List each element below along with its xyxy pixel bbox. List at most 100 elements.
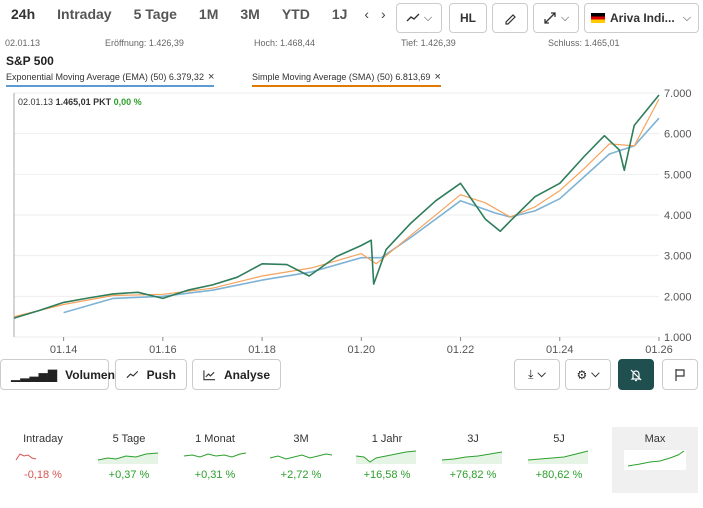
perf-label: 1 Monat [195, 433, 235, 445]
y-tick-label: 2.000 [664, 291, 692, 303]
bell-off-icon [630, 369, 642, 381]
hover-date: 02.01.13 [18, 97, 54, 107]
hover-label: 02.01.13 1.465,01 PKT 0,00 % [18, 97, 142, 107]
perf-sparkline [183, 452, 247, 458]
sma-series-line [13, 98, 660, 318]
chevron-down-icon: ⌵ [682, 11, 692, 24]
hl-label: HL [460, 11, 476, 25]
perf-card-5-tage[interactable]: 5 Tage +0,37 % [86, 427, 172, 493]
analysis-button[interactable]: Analyse [192, 359, 281, 390]
perf-value: +2,72 % [280, 469, 322, 481]
quote-high: Hoch: 1.468,44 [254, 38, 316, 48]
perf-label: 5 Tage [112, 433, 146, 445]
analysis-chart-icon [203, 369, 216, 380]
quote-low: Tief: 1.426,39 [401, 38, 456, 48]
push-chart-icon [126, 370, 139, 378]
price-series-line [13, 94, 660, 319]
germany-flag-icon [591, 13, 605, 23]
perf-label: Intraday [23, 433, 63, 445]
hover-value: 1.465,01 PKT [55, 97, 112, 107]
perf-value: +76,82 % [449, 469, 497, 481]
perf-sparkline [624, 450, 686, 470]
flag-button[interactable] [662, 359, 698, 390]
perf-value: -0,18 % [24, 469, 62, 481]
perf-card-5j[interactable]: 5J +80,62 % [516, 427, 602, 493]
performance-strip: Intraday -0,18 % 5 Tage +0,37 % 1 Monat … [0, 427, 703, 493]
perf-card-intraday[interactable]: Intraday -0,18 % [0, 427, 86, 493]
chart-type-button[interactable]: ⌵ [396, 3, 442, 33]
download-button[interactable]: ⤓ ⌵ [514, 359, 560, 390]
flag-icon [675, 368, 685, 381]
expand-button[interactable]: ⌵ [533, 3, 579, 33]
perf-sparkline [15, 453, 37, 461]
x-tick-label: 01.20 [348, 344, 376, 356]
price-chart-svg: 1.000 2.000 3.000 4.000 5.000 6.000 7.000 01.14… [13, 88, 692, 356]
chevron-down-icon: ⌵ [560, 11, 570, 24]
push-button[interactable]: Push [115, 359, 187, 390]
expand-icon [544, 12, 556, 24]
perf-sparkline [527, 450, 589, 464]
download-icon: ⤓ [528, 367, 534, 381]
perf-card-1-jahr[interactable]: 1 Jahr +16,58 % [344, 427, 430, 493]
index-name: S&P 500 [6, 54, 54, 68]
perf-value: +80,62 % [535, 469, 583, 481]
y-tick-label: 5.000 [664, 169, 692, 181]
price-chart[interactable]: 1.000 2.000 3.000 4.000 5.000 6.000 7.000 01.14… [0, 88, 703, 358]
perf-sparkline [355, 450, 417, 464]
perf-value: +0,31 % [194, 469, 236, 481]
x-tick-label: 01.24 [546, 344, 574, 356]
quote-date: 02.01.13 [5, 38, 41, 48]
analysis-label: Analyse [223, 367, 270, 382]
remove-sma-icon[interactable]: × [434, 71, 441, 83]
line-chart-icon [406, 13, 420, 22]
quote-close: Schluss: 1.465,01 [548, 38, 620, 48]
range-tab-intraday[interactable]: Intraday [57, 6, 112, 22]
perf-card-3m[interactable]: 3M +2,72 % [258, 427, 344, 493]
ema-label: Exponential Moving Average (EMA) (50) 6.… [6, 72, 204, 82]
gear-icon: ⚙ [576, 367, 588, 382]
draw-tool-button[interactable] [492, 3, 528, 33]
remove-ema-icon[interactable]: × [207, 71, 215, 83]
range-tab-1m[interactable]: 1M [198, 6, 219, 22]
sma-label: Simple Moving Average (SMA) (50) 6.813,6… [252, 72, 431, 82]
x-tick-label: 01.22 [447, 344, 475, 356]
perf-value: +0,37 % [108, 469, 150, 481]
perf-label: 1 Jahr [371, 433, 403, 445]
perf-sparkline [97, 452, 159, 464]
y-tick-label: 4.000 [664, 210, 692, 222]
chevron-down-icon: ⌵ [537, 368, 546, 380]
range-tab-24h[interactable]: 24h [11, 6, 36, 22]
range-selector: 24h Intraday 5 Tage 1M 3M YTD 1J ‹ › [0, 0, 396, 28]
y-tick-label: 1.000 [664, 332, 692, 344]
settings-button[interactable]: ⚙ ⌵ [565, 359, 611, 390]
ema-series-line [63, 117, 660, 314]
perf-label: 3J [467, 433, 479, 445]
exchange-select[interactable]: Ariva Indi... ⌵ [584, 3, 699, 33]
ema-indicator: Exponential Moving Average (EMA) (50) 6.… [6, 71, 215, 87]
range-tab-5-tage[interactable]: 5 Tage [133, 6, 177, 22]
y-tick-label: 7.000 [664, 88, 692, 100]
sma-indicator: Simple Moving Average (SMA) (50) 6.813,6… [252, 71, 441, 87]
hl-button[interactable]: HL [449, 3, 487, 33]
perf-card-1-monat[interactable]: 1 Monat +0,31 % [172, 427, 258, 493]
chevron-down-icon: ⌵ [591, 368, 600, 380]
perf-card-3j[interactable]: 3J +76,82 % [430, 427, 516, 493]
range-scroll-arrows[interactable]: ‹ › [364, 6, 390, 22]
range-tab-3m[interactable]: 3M [240, 6, 260, 22]
range-tab-1j[interactable]: 1J [331, 6, 348, 22]
perf-label: 5J [553, 433, 565, 445]
x-tick-label: 01.16 [149, 344, 177, 356]
alarm-button[interactable] [618, 359, 654, 390]
hover-change: 0,00 % [113, 97, 142, 107]
perf-sparkline [441, 451, 503, 464]
perf-label: 3M [293, 433, 309, 445]
push-label: Push [146, 367, 176, 382]
volume-button[interactable]: ▁▂▃▅▇ Volumen [0, 359, 115, 390]
pencil-icon [505, 14, 516, 25]
x-tick-label: 01.18 [248, 344, 276, 356]
volume-label: Volumen [65, 367, 115, 382]
perf-card-max[interactable]: Max [612, 427, 698, 493]
volume-bars-icon: ▁▂▃▅▇ [11, 367, 58, 382]
x-tick-label: 01.26 [645, 344, 673, 356]
range-tab-ytd[interactable]: YTD [281, 6, 310, 22]
